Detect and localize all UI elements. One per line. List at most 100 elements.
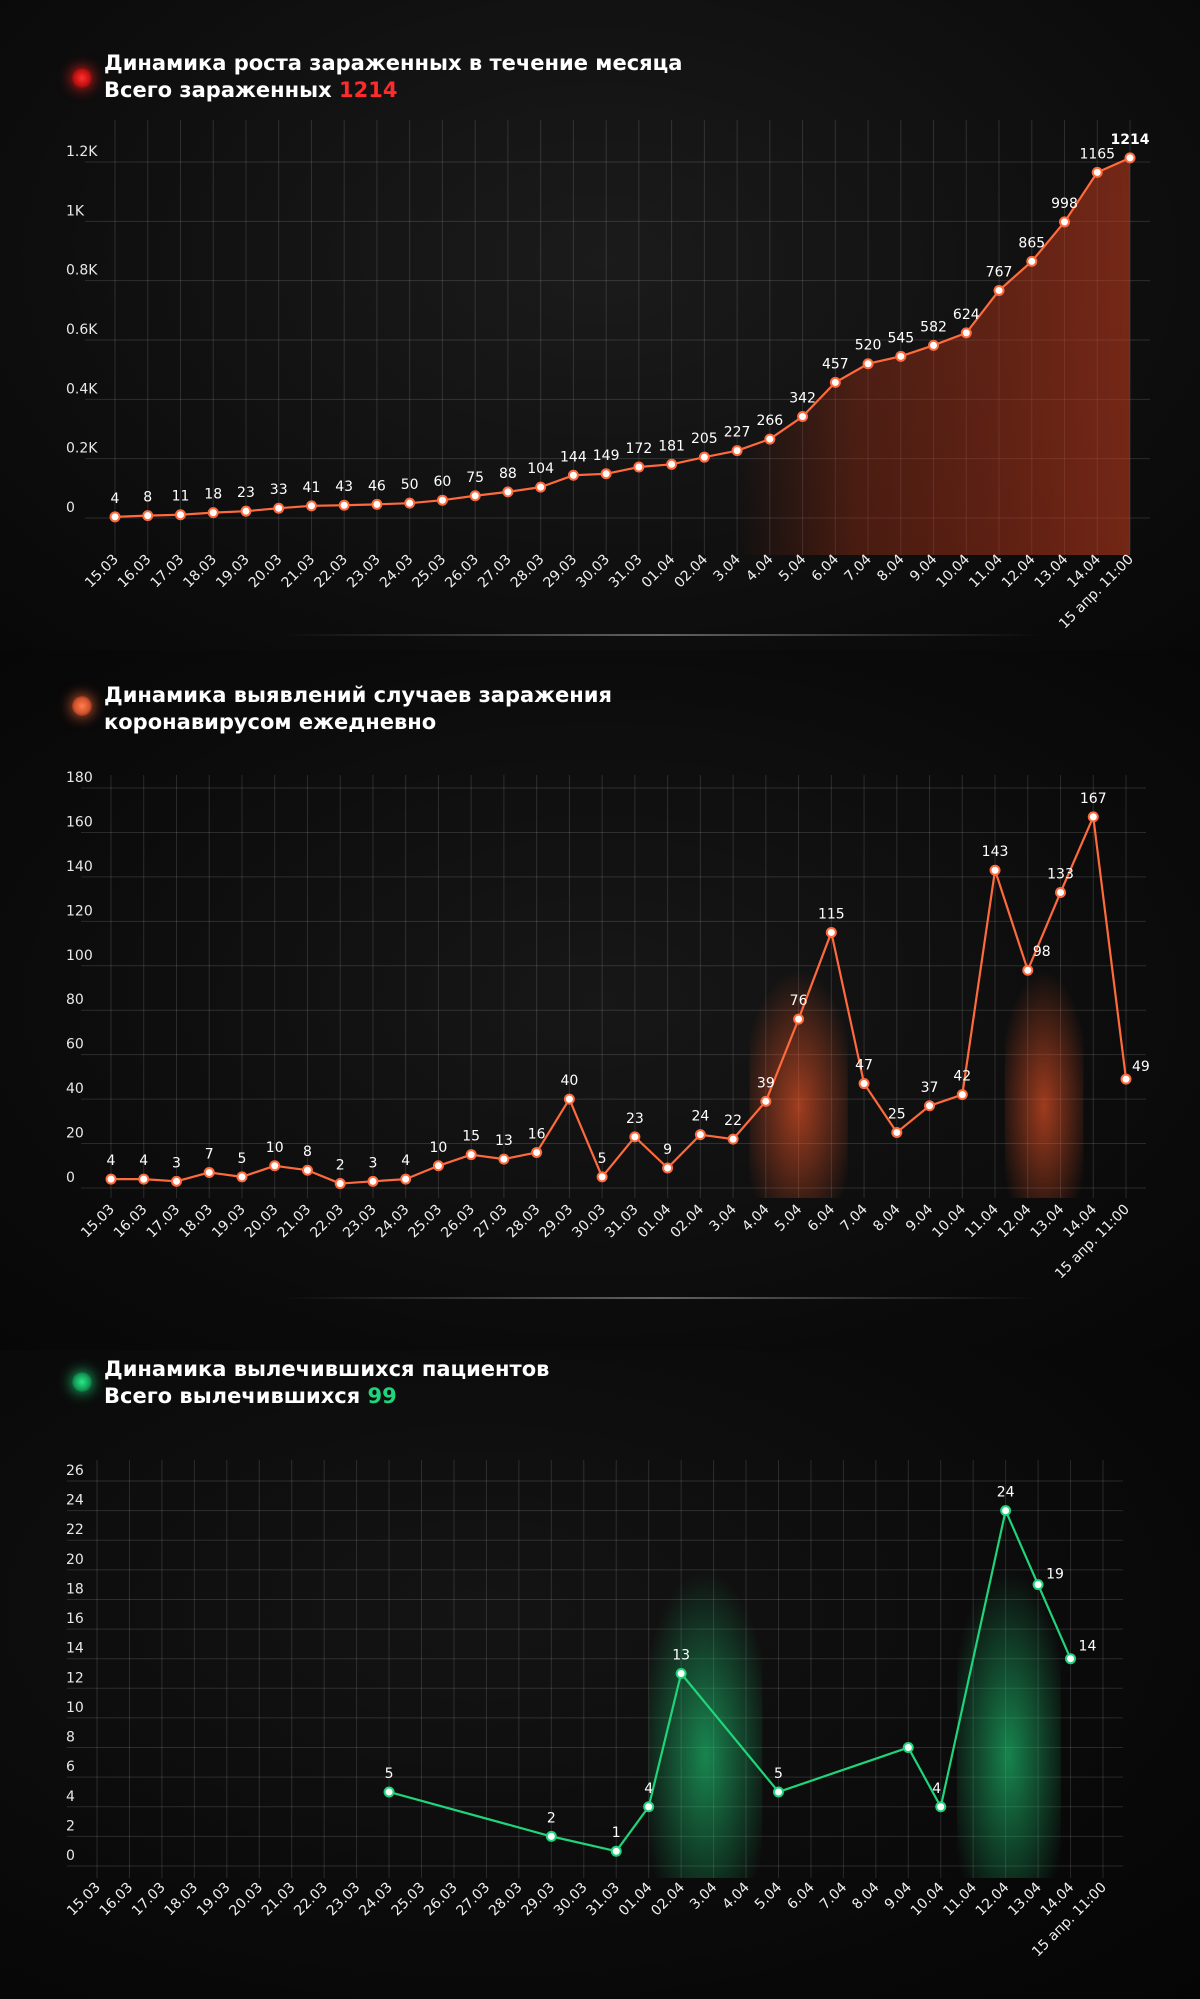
data-label: 46 <box>368 478 386 494</box>
data-label: 4 <box>932 1781 941 1797</box>
data-label: 98 <box>1033 944 1051 960</box>
x-tick-label: 20.03 <box>246 552 286 592</box>
data-point <box>993 284 1005 296</box>
glow-column <box>956 1570 1061 1878</box>
data-point <box>895 350 907 362</box>
data-point <box>1091 166 1103 178</box>
x-tick-label: 01.04 <box>639 551 679 591</box>
x-tick-label: 31.03 <box>606 552 646 592</box>
chart-title-recovered: Динамика вылечившихся пациентов Всего вы… <box>104 1356 549 1410</box>
data-label: 19 <box>1046 1567 1064 1583</box>
data-label: 43 <box>335 479 353 495</box>
data-point <box>797 411 809 423</box>
x-tick-label: 29.03 <box>541 552 581 592</box>
x-tick-label: 24.03 <box>373 1202 413 1242</box>
x-tick-label: 30.03 <box>551 1880 591 1920</box>
data-point <box>334 1178 346 1190</box>
chart-title-line-2: Всего вылечившихся 99 <box>104 1383 549 1410</box>
x-tick-label: 5.04 <box>772 1201 805 1234</box>
data-label: 149 <box>593 448 620 464</box>
data-point <box>610 1845 622 1857</box>
chart-title-line-2: коронавирусом ежедневно <box>104 710 437 734</box>
data-label: 457 <box>822 356 849 372</box>
data-point <box>793 1013 805 1025</box>
data-label: 865 <box>1018 235 1045 251</box>
grid <box>81 775 1146 1198</box>
x-tick-label: 25.03 <box>406 1202 446 1242</box>
data-label: 10 <box>266 1140 284 1156</box>
x-tick-label: 10.04 <box>908 1879 948 1919</box>
chart-title-line-1: Динамика роста зараженных в течение меся… <box>104 51 683 75</box>
x-tick-label: 8.04 <box>874 551 907 584</box>
x-tick-label: 24.03 <box>356 1880 396 1920</box>
data-label: 4 <box>139 1153 148 1169</box>
x-tick-label: 26.03 <box>442 552 482 592</box>
x-tick-label: 02.04 <box>668 1201 708 1241</box>
data-label: 40 <box>560 1073 578 1089</box>
data-label: 545 <box>887 330 914 346</box>
data-point <box>633 461 645 473</box>
data-point <box>825 926 837 938</box>
y-tick-label: 0.6K <box>66 322 98 338</box>
data-point <box>367 1175 379 1187</box>
data-point <box>698 451 710 463</box>
y-tick-label: 22 <box>66 1522 84 1538</box>
data-point <box>404 497 416 509</box>
glow-column <box>749 970 848 1198</box>
x-tick-label: 10.04 <box>929 1201 969 1241</box>
x-tick-label: 18.03 <box>176 1202 216 1242</box>
data-point <box>629 1131 641 1143</box>
data-point <box>956 1089 968 1101</box>
data-label: 133 <box>1047 866 1074 882</box>
y-tick-label: 6 <box>66 1759 75 1775</box>
y-tick-label: 0 <box>66 1848 75 1864</box>
data-label: 23 <box>237 485 255 501</box>
data-label: 75 <box>466 470 484 486</box>
x-tick-label: 25.03 <box>410 552 450 592</box>
chart-subtitle-text: Всего вылечившихся <box>104 1384 368 1408</box>
x-tick-label: 28.03 <box>504 1202 544 1242</box>
y-tick-label: 140 <box>66 859 93 875</box>
glow-column <box>1004 970 1084 1198</box>
y-tick-label: 2 <box>66 1818 75 1834</box>
data-label: 13 <box>672 1648 690 1664</box>
data-point <box>1065 1653 1077 1665</box>
data-label: 9 <box>663 1142 672 1158</box>
data-point <box>989 864 1001 876</box>
x-tick-label: 01.04 <box>616 1879 656 1919</box>
x-tick-label: 30.03 <box>569 1202 609 1242</box>
y-tick-label: 40 <box>66 1081 84 1097</box>
x-tick-label: 02.04 <box>648 1879 688 1919</box>
section-divider <box>280 634 1040 636</box>
chart-title-daily: Динамика выявлений случаев заражения кор… <box>104 682 612 736</box>
data-label: 266 <box>756 413 783 429</box>
x-tick-label: 24.03 <box>377 552 417 592</box>
data-point <box>862 358 874 370</box>
total-recovered-value: 99 <box>367 1384 397 1408</box>
data-point <box>105 1173 117 1185</box>
x-tick-label: 6.04 <box>805 1201 838 1234</box>
x-tick-label: 12.04 <box>995 1201 1035 1241</box>
data-label: 115 <box>818 906 845 922</box>
x-tick-label: 13.04 <box>1032 551 1072 591</box>
data-label: 37 <box>921 1080 939 1096</box>
data-point <box>902 1742 914 1754</box>
data-point <box>535 481 547 493</box>
data-label: 88 <box>499 466 517 482</box>
x-tick-label: 19.03 <box>213 552 253 592</box>
x-tick-label: 27.03 <box>475 552 515 592</box>
x-tick-label: 29.03 <box>537 1202 577 1242</box>
x-tick-label: 17.03 <box>144 1202 184 1242</box>
data-point <box>1032 1579 1044 1591</box>
data-label: 1165 <box>1079 146 1115 162</box>
data-label: 5 <box>238 1151 247 1167</box>
x-tick-label: 23.03 <box>340 1202 380 1242</box>
data-point <box>338 499 350 511</box>
data-label: 16 <box>528 1126 546 1142</box>
y-tick-label: 120 <box>66 903 93 919</box>
x-tick-label: 26.03 <box>438 1202 478 1242</box>
data-label: 1 <box>612 1825 621 1841</box>
data-label: 8 <box>143 490 152 506</box>
data-label: 13 <box>495 1133 513 1149</box>
data-label: 144 <box>560 449 587 465</box>
